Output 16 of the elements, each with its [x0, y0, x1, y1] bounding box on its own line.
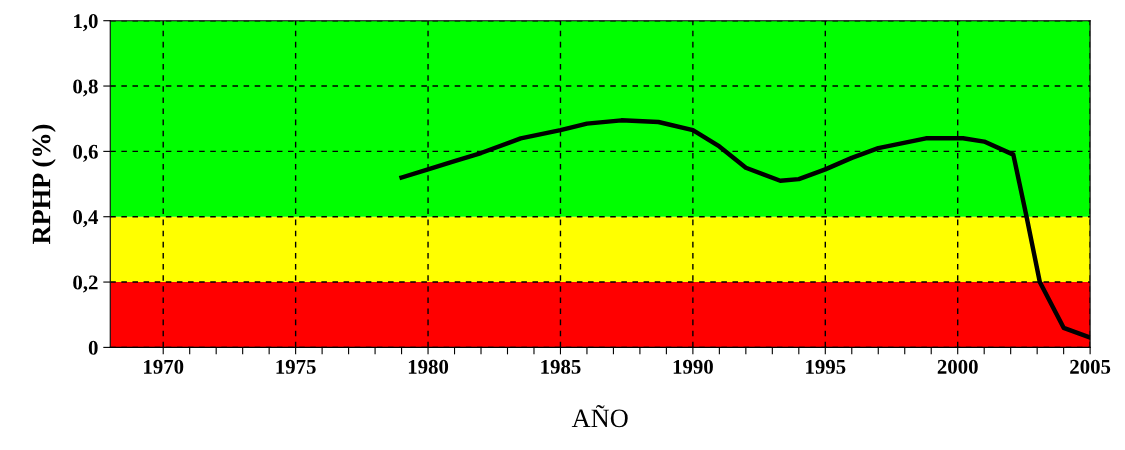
x-tick-label: 2000: [937, 359, 978, 374]
y-tick-label: 1,0: [74, 14, 98, 32]
x-tick-label: 1975: [276, 359, 316, 374]
y-tick-label: 0,6: [73, 144, 98, 162]
x-axis-title: AÑO: [571, 404, 628, 428]
x-tick-label: 1970: [144, 359, 184, 374]
y-tick-label: 0,4: [73, 210, 99, 228]
x-tick-label: 1980: [408, 359, 449, 374]
x-tick-label: 1990: [673, 359, 713, 374]
y-tick-label: 0,2: [73, 275, 98, 293]
x-tick-label: 1995: [806, 359, 846, 374]
x-tick-label: 2005: [1070, 359, 1111, 374]
y-axis-title: RPHP (%): [31, 124, 56, 245]
y-tick-label: 0,8: [73, 79, 98, 97]
y-tick-label: 0: [88, 340, 98, 355]
x-tick-label: 1985: [541, 359, 581, 374]
